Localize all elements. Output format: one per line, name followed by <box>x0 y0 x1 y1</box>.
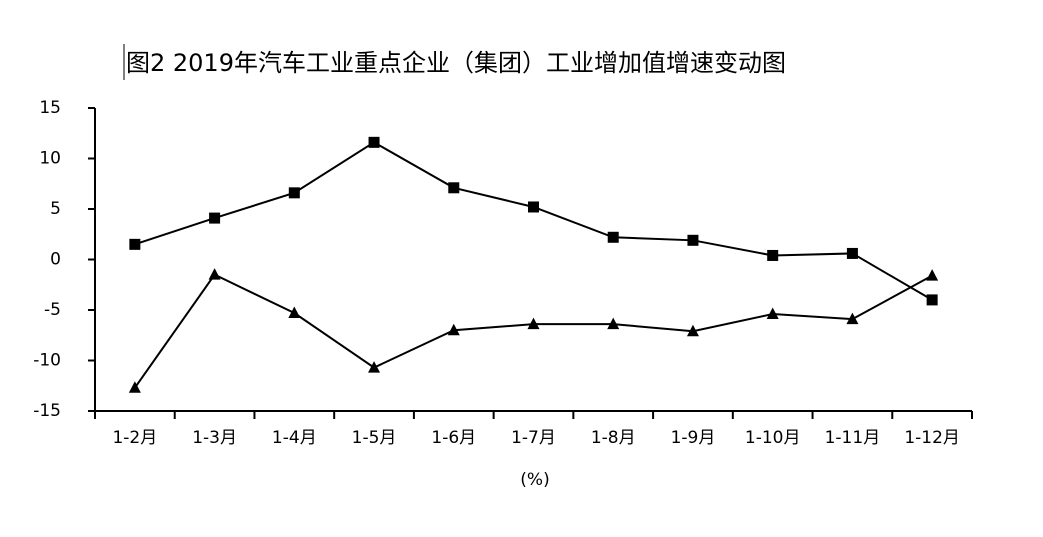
x-tick-label: 1-12月 <box>904 428 960 448</box>
y-tick-label: -15 <box>33 401 61 421</box>
x-tick-label: 1-9月 <box>671 428 716 448</box>
x-tick-label: 1-10月 <box>745 428 801 448</box>
marker-square <box>687 234 699 246</box>
marker-triangle <box>208 268 221 280</box>
x-tick-label: 1-7月 <box>511 428 556 448</box>
y-tick-label: -5 <box>44 300 61 320</box>
marker-square <box>607 231 619 243</box>
marker-square <box>767 249 779 261</box>
marker-triangle <box>128 381 141 393</box>
marker-triangle <box>766 307 779 320</box>
x-tick-label: 1-3月 <box>192 428 237 448</box>
marker-triangle <box>686 324 699 337</box>
marker-square <box>368 136 380 148</box>
marker-triangle <box>368 361 381 373</box>
x-axis-label: (%) <box>520 470 549 490</box>
series-line <box>134 141 933 301</box>
x-tick-label: 1-8月 <box>591 428 636 448</box>
marker-triangle <box>607 317 620 330</box>
y-tick-label: 15 <box>39 98 61 118</box>
marker-square <box>209 212 221 224</box>
marker-triangle <box>288 306 301 319</box>
x-tick-label: 1-5月 <box>352 428 397 448</box>
marker-square <box>846 247 858 259</box>
y-tick-label: -10 <box>33 351 61 371</box>
y-tick-label: 0 <box>50 250 61 270</box>
chart-title: 图2 2019年汽车工业重点企业（集团）工业增加值增速变动图 <box>126 49 786 77</box>
marker-square <box>448 182 460 194</box>
marker-square <box>288 187 300 199</box>
x-tick-label: 1-2月 <box>112 428 157 448</box>
marker-triangle <box>846 312 859 325</box>
marker-triangle <box>926 269 939 281</box>
y-tick-label: 10 <box>39 149 61 169</box>
series-line <box>134 273 933 389</box>
marker-triangle <box>527 317 540 330</box>
y-tick-label: 5 <box>50 199 61 219</box>
x-tick-label: 1-4月 <box>272 428 317 448</box>
marker-square <box>926 294 938 306</box>
marker-square <box>129 238 141 250</box>
marker-square <box>528 201 539 213</box>
x-tick-label: 1-6月 <box>431 428 476 448</box>
marker-triangle <box>447 323 460 336</box>
x-tick-label: 1-11月 <box>825 428 881 448</box>
